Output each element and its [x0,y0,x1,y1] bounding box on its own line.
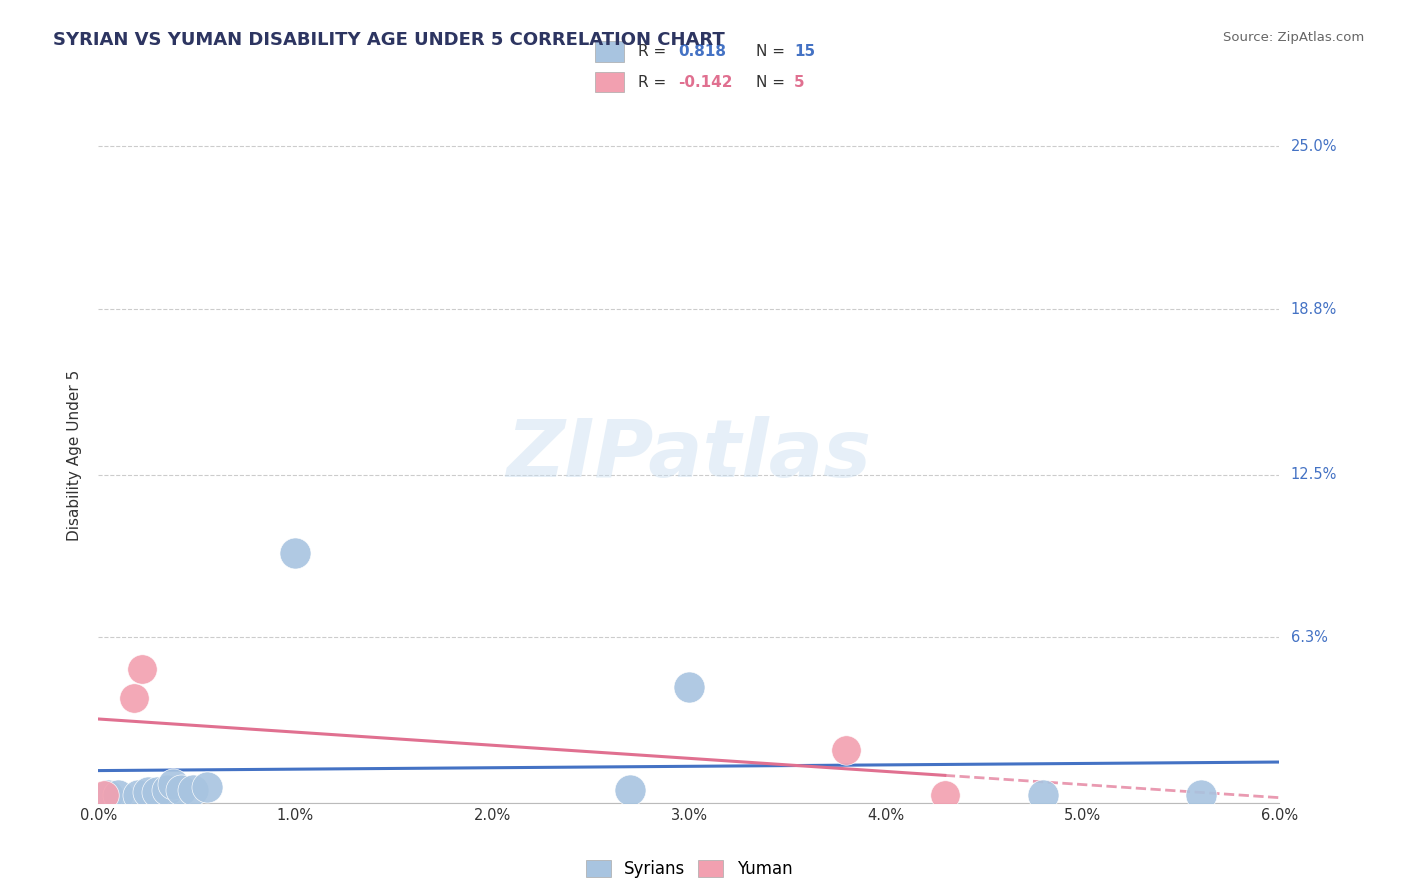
FancyBboxPatch shape [595,72,624,93]
Text: SYRIAN VS YUMAN DISABILITY AGE UNDER 5 CORRELATION CHART: SYRIAN VS YUMAN DISABILITY AGE UNDER 5 C… [53,31,725,49]
Point [619,782,641,797]
Text: Source: ZipAtlas.com: Source: ZipAtlas.com [1223,31,1364,45]
Point [1032,788,1054,802]
Point [136,785,159,799]
Y-axis label: Disability Age Under 5: Disability Age Under 5 [67,369,83,541]
Point [1189,788,1212,802]
Point [127,788,149,802]
Point [678,680,700,694]
Point [284,546,307,560]
Text: N =: N = [756,75,790,89]
Point [93,788,115,802]
Text: 18.8%: 18.8% [1291,301,1337,317]
Point [181,782,204,797]
Text: 25.0%: 25.0% [1291,139,1337,154]
Point [131,662,153,676]
Point [146,785,169,799]
Point [156,782,179,797]
Text: 12.5%: 12.5% [1291,467,1337,482]
Point [97,788,120,802]
Text: N =: N = [756,44,790,59]
Text: 6.3%: 6.3% [1291,630,1327,645]
Text: R =: R = [638,75,672,89]
Point [162,777,184,791]
Point [934,788,956,802]
Text: 15: 15 [794,44,815,59]
Point [835,743,858,757]
Legend: Syrians, Yuman: Syrians, Yuman [579,854,799,885]
Text: 5: 5 [794,75,804,89]
Point [195,780,218,794]
Point [122,690,145,705]
Text: 0.818: 0.818 [679,44,727,59]
Text: -0.142: -0.142 [679,75,733,89]
Text: R =: R = [638,44,672,59]
Text: ZIPatlas: ZIPatlas [506,416,872,494]
Point [170,782,193,797]
Point [107,788,129,802]
FancyBboxPatch shape [595,41,624,62]
